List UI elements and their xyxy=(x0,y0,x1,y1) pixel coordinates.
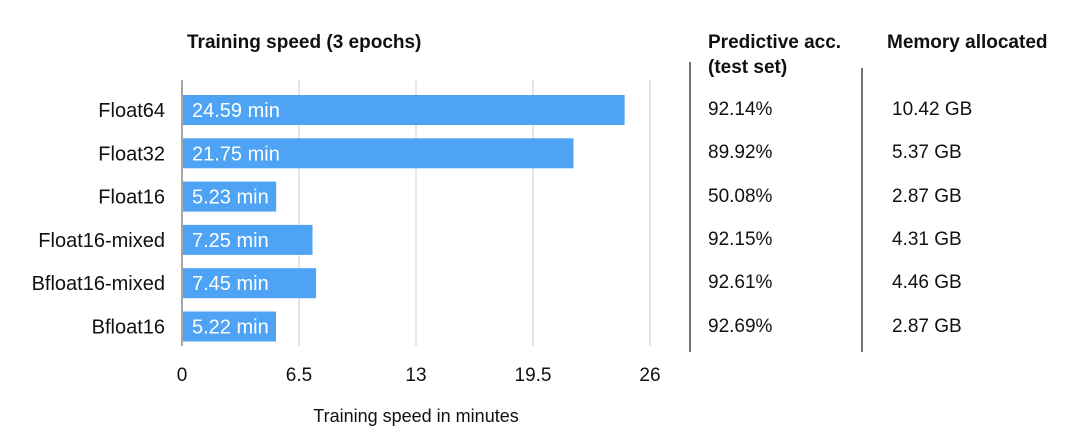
accuracy-value: 92.61% xyxy=(708,272,773,294)
bar-value-label: 7.25 min xyxy=(192,230,269,252)
accuracy-header-line2: (test set) xyxy=(708,57,788,78)
category-label: Float16 xyxy=(98,187,165,209)
accuracy-value: 92.14% xyxy=(708,99,773,120)
bar xyxy=(183,268,317,299)
chart-title: Training speed (3 epochs) xyxy=(187,32,422,53)
bar-value-label: 7.45 min xyxy=(192,273,269,295)
memory-value: 2.87 GB xyxy=(892,185,962,207)
x-tick-label: 13 xyxy=(405,365,426,386)
bar-value-label: 5.22 min xyxy=(192,317,269,339)
accuracy-value: 92.15% xyxy=(708,228,773,250)
bar xyxy=(183,95,625,125)
memory-value: 2.87 GB xyxy=(892,315,962,337)
bar xyxy=(183,224,313,255)
bar xyxy=(183,138,574,169)
bar-value-label: 5.23 min xyxy=(192,187,269,209)
bar xyxy=(183,181,277,212)
memory-value: 4.46 GB xyxy=(892,272,962,294)
x-tick-label: 19.5 xyxy=(515,365,552,386)
x-axis-label: Training speed in minutes xyxy=(313,406,518,426)
accuracy-value: 92.69% xyxy=(708,315,773,337)
category-label: Float16-mixed xyxy=(38,230,165,252)
category-label: Bfloat16-mixed xyxy=(32,273,165,295)
category-label: Bfloat16 xyxy=(92,317,165,339)
x-tick-label: 26 xyxy=(639,365,660,386)
memory-value: 10.42 GB xyxy=(892,99,973,120)
accuracy-value: 89.92% xyxy=(708,142,773,164)
memory-header: Memory allocated xyxy=(887,32,1048,53)
memory-value: 4.31 GB xyxy=(892,228,962,250)
x-tick-label: 0 xyxy=(177,365,188,386)
x-tick-label: 6.5 xyxy=(286,365,312,386)
bar-value-label: 21.75 min xyxy=(192,143,280,165)
accuracy-header-line1: Predictive acc. xyxy=(708,32,842,53)
bar xyxy=(183,311,276,342)
accuracy-value: 50.08% xyxy=(708,185,773,207)
memory-value: 5.37 GB xyxy=(892,142,962,164)
category-label: Float64 xyxy=(98,100,165,122)
category-label: Float32 xyxy=(98,143,165,165)
bar-value-label: 24.59 min xyxy=(192,100,280,122)
